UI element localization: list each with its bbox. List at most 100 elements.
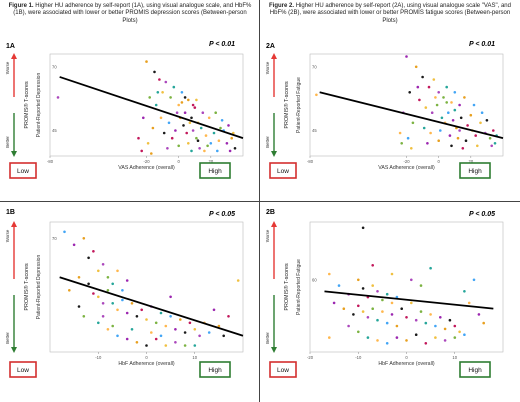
- data-point: [216, 149, 219, 153]
- low-label: Low: [277, 367, 289, 374]
- data-point: [405, 339, 408, 342]
- x-tick-label: -10: [95, 355, 102, 360]
- data-point: [414, 318, 418, 322]
- data-point: [190, 116, 193, 120]
- data-point: [206, 144, 209, 148]
- data-point: [410, 278, 413, 282]
- y-axis-inner-label: Patient-Reported Fatigue: [296, 259, 302, 315]
- data-point: [440, 116, 444, 120]
- data-point: [183, 96, 187, 99]
- data-point: [125, 311, 129, 315]
- data-point: [410, 147, 413, 150]
- data-point: [439, 316, 442, 319]
- data-point: [207, 331, 211, 334]
- data-point: [453, 336, 457, 339]
- data-point: [227, 124, 230, 127]
- data-point: [405, 55, 408, 58]
- data-point: [225, 142, 229, 145]
- data-point: [121, 298, 124, 302]
- trend-line: [59, 276, 244, 337]
- worse-arrow-head: [11, 53, 17, 59]
- y-axis-outer-label: PROMIS® T-scores: [283, 263, 290, 311]
- data-point: [434, 336, 437, 339]
- data-point: [463, 290, 466, 293]
- data-point: [357, 278, 360, 282]
- data-point: [164, 80, 168, 84]
- data-point: [232, 131, 235, 135]
- data-point: [366, 336, 370, 339]
- data-point: [203, 149, 206, 153]
- data-point: [137, 136, 140, 140]
- data-point: [92, 250, 95, 253]
- panel-id: 1B: [6, 209, 15, 216]
- data-point: [156, 91, 160, 94]
- high-label: High: [208, 168, 222, 175]
- better-arrow-head: [11, 151, 17, 157]
- data-point: [474, 134, 477, 137]
- y-tick-label: 60: [312, 277, 317, 282]
- data-point: [458, 103, 461, 107]
- data-point: [63, 230, 66, 234]
- worse-arrow-head: [271, 53, 277, 59]
- trend-line: [319, 91, 504, 140]
- data-point: [183, 111, 187, 114]
- low-box: [269, 162, 297, 179]
- data-point: [463, 96, 466, 99]
- data-point: [426, 142, 429, 145]
- data-point: [395, 336, 399, 339]
- data-point: [97, 321, 100, 325]
- data-point: [405, 316, 408, 319]
- data-point: [159, 311, 163, 315]
- data-point: [151, 126, 155, 130]
- x-tick-label: 10: [452, 355, 457, 360]
- data-point: [400, 307, 403, 310]
- worse-label: Worse: [5, 61, 10, 74]
- data-point: [183, 344, 187, 347]
- high-box: [459, 361, 491, 378]
- data-point: [230, 136, 233, 140]
- low-label: Low: [17, 367, 29, 374]
- data-point: [361, 310, 365, 313]
- data-point: [400, 142, 403, 145]
- data-point: [201, 111, 205, 114]
- data-point: [385, 342, 389, 345]
- data-point: [222, 334, 225, 338]
- figure-1-caption-text: Higher HU adherence by self-report (1A),…: [13, 3, 252, 24]
- data-point: [106, 276, 110, 279]
- x-tick-label: 20: [468, 159, 473, 164]
- data-point: [443, 327, 447, 331]
- x-tick-label: -20: [143, 159, 150, 164]
- figure-2-caption-text: Higher HU adherence by self-report (2A),…: [269, 3, 511, 24]
- trend-line: [59, 76, 244, 140]
- x-tick-label: 0: [405, 355, 408, 360]
- data-point: [453, 324, 457, 328]
- data-point: [82, 315, 86, 318]
- y-axis-outer-label: PROMIS® T-scores: [283, 81, 290, 129]
- high-box: [199, 162, 231, 179]
- x-tick-label: 0: [177, 159, 180, 164]
- data-point: [469, 113, 473, 117]
- x-tick-label: -20: [307, 355, 314, 360]
- data-point: [395, 295, 399, 299]
- data-point: [145, 344, 148, 347]
- data-point: [135, 341, 139, 344]
- x-tick-label: 10: [192, 355, 197, 360]
- data-point: [439, 129, 442, 132]
- data-point: [361, 287, 365, 290]
- data-point: [183, 331, 187, 334]
- data-point: [142, 116, 145, 120]
- panel-id: 2A: [266, 43, 275, 50]
- data-point: [193, 328, 197, 331]
- low-box: [9, 361, 37, 378]
- data-point: [174, 328, 177, 331]
- high-label: High: [468, 367, 482, 374]
- data-point: [193, 106, 197, 109]
- y-tick-label: 45: [312, 128, 317, 133]
- data-point: [366, 316, 370, 319]
- data-point: [456, 136, 460, 140]
- data-point: [408, 91, 411, 94]
- data-point: [398, 131, 402, 135]
- data-point: [125, 279, 129, 282]
- low-box: [9, 162, 37, 179]
- data-point: [450, 144, 453, 148]
